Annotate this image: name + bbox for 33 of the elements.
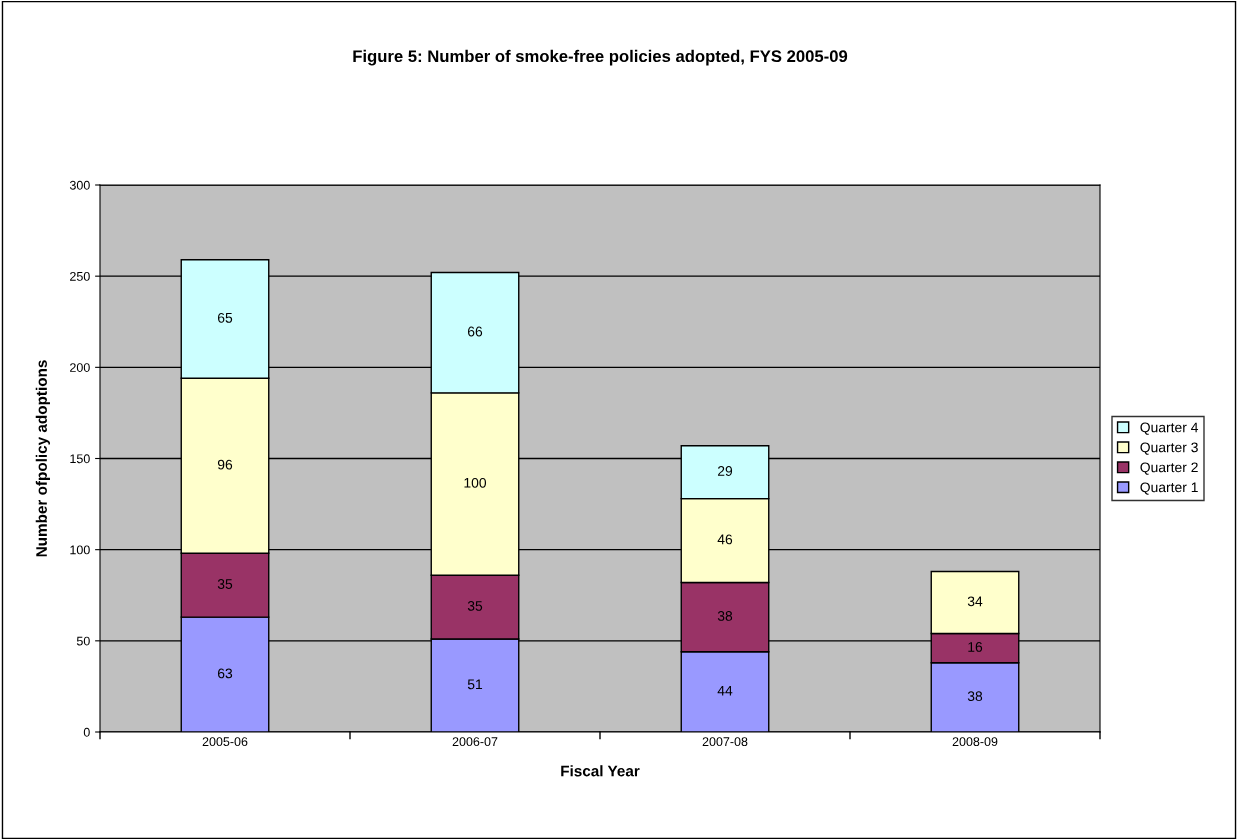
data-label: 38 [717, 611, 733, 621]
y-tick-label: 100 [70, 545, 90, 555]
x-tick-label: 2006-07 [452, 737, 498, 747]
legend-label: Quarter 2 [1140, 462, 1198, 475]
y-axis-title: Number ofpolicy adoptions [35, 360, 50, 557]
data-label: 51 [467, 679, 483, 690]
y-tick-label: 250 [70, 271, 90, 281]
data-label: 65 [217, 312, 233, 323]
x-tick-label: 2008-09 [952, 737, 998, 747]
data-label: 29 [717, 466, 733, 476]
y-tick-label: 300 [69, 180, 90, 190]
x-tick-label: 2007-08 [702, 737, 748, 747]
data-label: 44 [717, 685, 733, 696]
data-label: 16 [968, 642, 983, 652]
legend-label: Quarter 1 [1140, 482, 1198, 495]
y-tick-label: 0 [83, 727, 90, 737]
y-tick-label: 200 [70, 363, 90, 372]
legend-label: Quarter 4 [1140, 422, 1199, 435]
data-label: 63 [217, 668, 233, 679]
data-label: 38 [967, 691, 983, 702]
data-label: 35 [217, 579, 233, 589]
data-label: 34 [967, 596, 983, 607]
data-label: 35 [467, 600, 483, 611]
y-tick-label: 50 [76, 636, 90, 646]
x-tick-label: 2005-06 [202, 737, 248, 747]
y-tick-label: 150 [70, 454, 90, 464]
data-label: 46 [717, 534, 733, 545]
data-label: 66 [467, 326, 483, 337]
x-axis-title: Fiscal Year [561, 765, 640, 777]
data-label: 96 [217, 459, 233, 470]
legend-label: Quarter 3 [1140, 442, 1198, 455]
chart-title: Figure 5: Number of smoke-free policies adopted, FYS 2005-09 [353, 49, 848, 66]
data-label: 100 [464, 477, 487, 488]
